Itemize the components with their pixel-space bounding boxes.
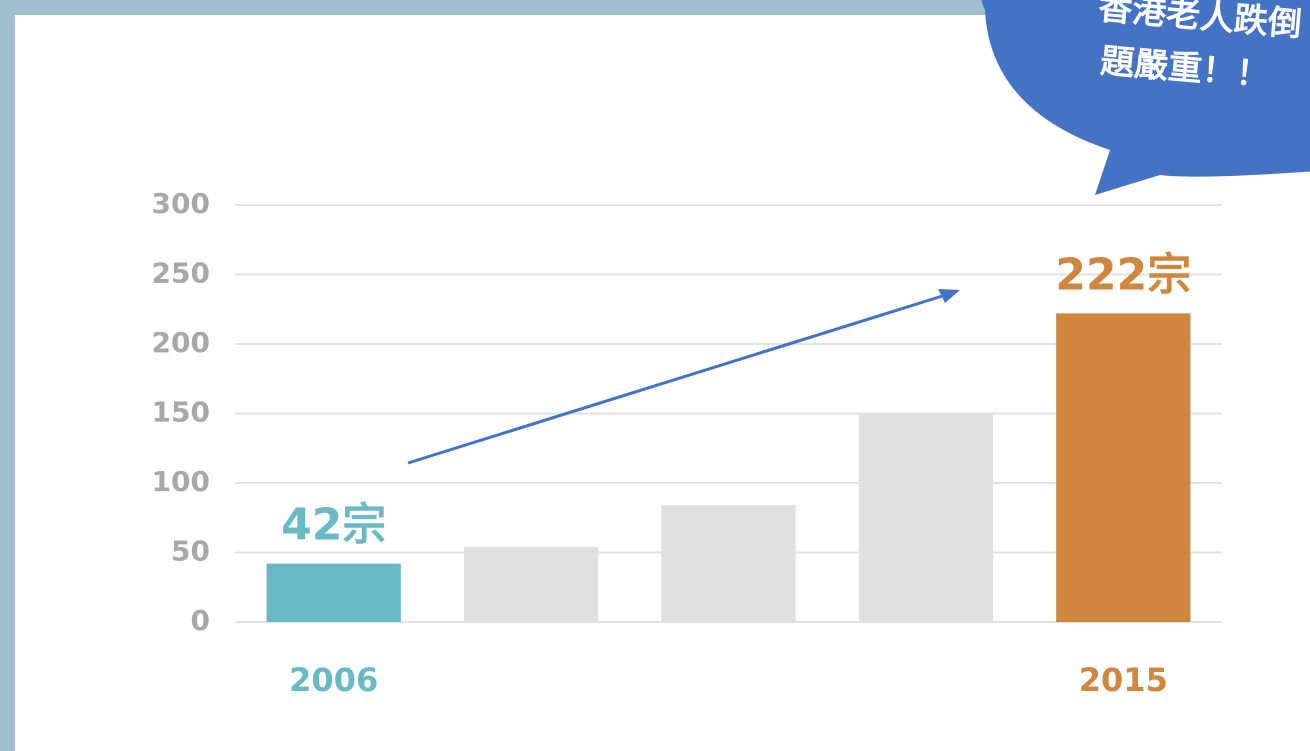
y-tick-label: 50: [171, 535, 210, 568]
arrow-head: [938, 289, 960, 303]
bar: [858, 413, 994, 622]
speech-bubble: 香港老人跌倒 題嚴重！！: [981, 0, 1310, 195]
y-tick-label: 200: [152, 326, 210, 359]
bar: [1056, 313, 1191, 622]
x-tick-label: 2006: [289, 661, 378, 699]
y-tick-label: 250: [152, 257, 210, 290]
y-tick-label: 100: [152, 465, 210, 498]
bar: [266, 563, 401, 622]
y-tick-label: 150: [152, 396, 210, 429]
bar: [463, 546, 599, 622]
bar: [661, 505, 796, 622]
trend-arrow: [407, 291, 953, 465]
value-label: 42宗: [281, 500, 386, 551]
y-tick-label: 300: [152, 187, 210, 220]
value-label: 222宗: [1055, 249, 1191, 300]
bubble-shape: [981, 0, 1310, 195]
y-tick-label: 0: [191, 604, 210, 637]
x-tick-label: 2015: [1079, 661, 1168, 699]
